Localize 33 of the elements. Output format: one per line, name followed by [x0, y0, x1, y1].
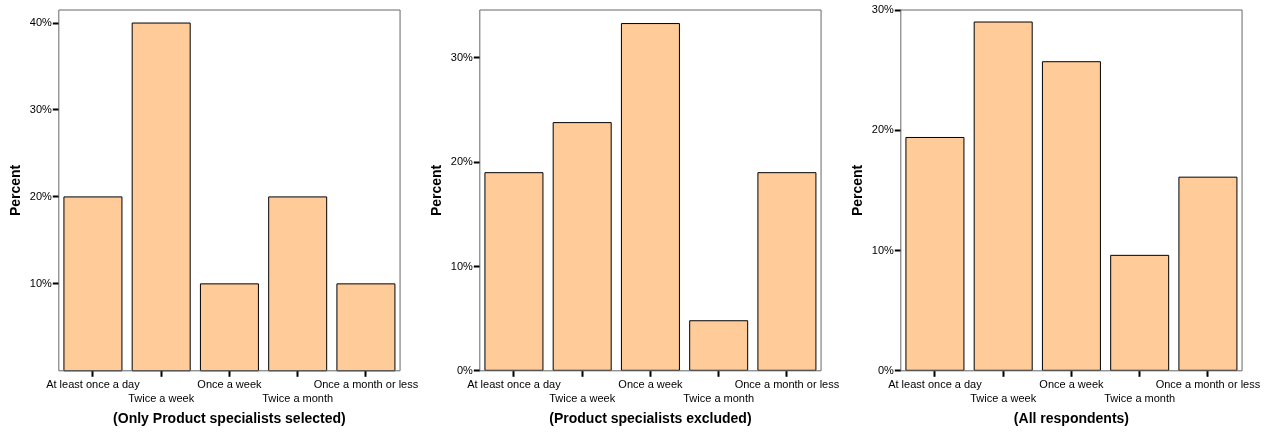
y-tick-label: 30%: [871, 3, 895, 16]
y-axis-title: Percent: [7, 164, 24, 217]
x-tick-label: At least once a day: [888, 378, 983, 391]
x-tick-label: Twice a week: [549, 391, 616, 404]
x-tick-label: Twice a week: [970, 391, 1037, 404]
x-tick-label: Once a week: [618, 378, 684, 391]
x-axis-title: (All respondents): [1013, 410, 1129, 427]
x-axis-title: (Only Product specialists selected): [113, 410, 346, 427]
y-tick-label: 10%: [871, 243, 895, 256]
x-tick-label: Once a month or less: [734, 378, 840, 391]
x-tick-label: Twice a week: [128, 391, 195, 404]
x-axis-title: (Product specialists excluded): [549, 410, 752, 427]
x-tick-label: At least once a day: [467, 378, 562, 391]
x-tick-label: Once a month or less: [313, 378, 419, 391]
x-tick-label: Once a month or less: [1155, 378, 1261, 391]
y-tick-label: 30%: [29, 103, 53, 116]
y-tick-label: 20%: [29, 189, 53, 202]
x-tick-label: Once a week: [1039, 378, 1105, 391]
y-tick-label: 40%: [29, 16, 53, 29]
y-tick-label: 20%: [871, 123, 895, 136]
x-tick-label: At least once a day: [46, 378, 141, 391]
x-tick-label: Twice a month: [1104, 391, 1176, 404]
x-tick-label: Once a week: [197, 378, 263, 391]
y-tick-label: 10%: [450, 259, 474, 272]
x-tick-label: Twice a month: [262, 391, 334, 404]
y-axis-title: Percent: [428, 164, 445, 217]
y-tick-label: 30%: [450, 51, 474, 63]
y-tick-label: 10%: [29, 276, 53, 289]
x-tick-label: Twice a month: [683, 391, 755, 404]
y-axis-title: Percent: [849, 164, 866, 217]
y-tick-label: 0%: [877, 363, 895, 376]
y-tick-label: 20%: [450, 155, 474, 168]
y-tick-label: 0%: [456, 363, 474, 376]
